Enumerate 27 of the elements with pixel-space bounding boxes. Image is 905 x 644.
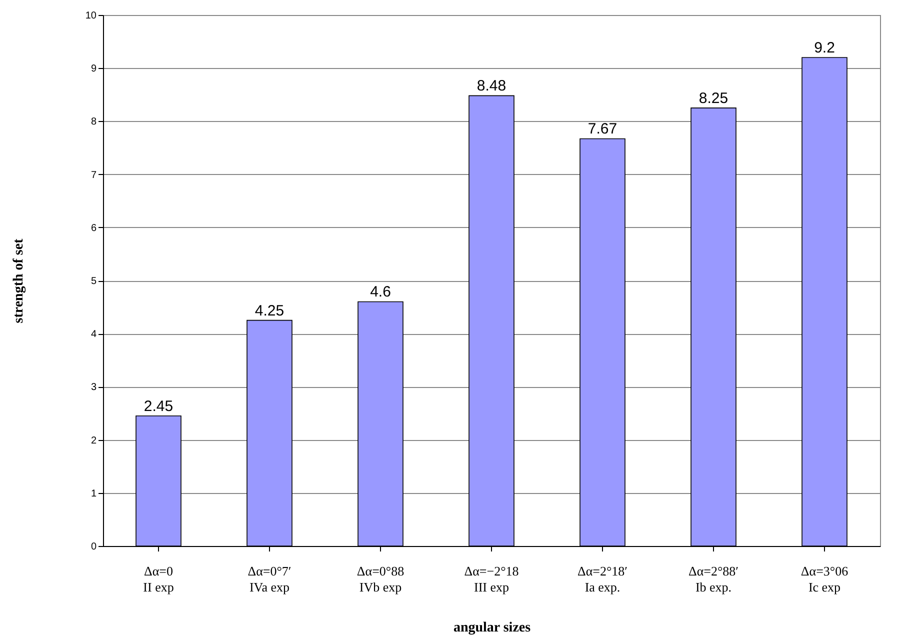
x-tick-label: Δα=2°18′ Ia exp. — [577, 564, 628, 594]
x-tick-label: Δα=2°88′ Ib exp. — [688, 564, 739, 594]
y-tick-label: 1 — [90, 488, 97, 500]
data-label: 8.48 — [476, 78, 506, 95]
y-tick-label: 9 — [90, 64, 97, 75]
x-tick-label: Δα=0°7′ IVa exp — [248, 564, 292, 594]
y-tick-label: 6 — [90, 222, 97, 234]
data-label: 7.67 — [588, 120, 618, 138]
y-tick-label: 0 — [90, 542, 97, 552]
y-axis-title: strength of set — [11, 238, 26, 324]
data-label: 8.25 — [698, 90, 728, 107]
data-label: 4.25 — [254, 302, 284, 320]
x-tick-label: Δα=0 II exp — [143, 564, 174, 594]
y-tick-label: 4 — [90, 329, 97, 340]
data-label: 2.45 — [144, 398, 174, 415]
x-tick-label: Δα=−2°18 III exp — [464, 564, 519, 594]
y-tick-label: 7 — [90, 170, 97, 181]
y-tick-label: 8 — [90, 116, 97, 128]
x-tick-label: Δα=0°88 IVb exp — [356, 564, 404, 594]
x-tick-label: Δα=3°06 Ic exp — [800, 564, 849, 594]
y-tick-label: 5 — [90, 276, 97, 287]
data-label: 9.2 — [814, 39, 835, 56]
x-axis-title: angular sizes — [453, 620, 532, 636]
data-label: 4.6 — [370, 284, 391, 301]
y-tick-label: 2 — [90, 435, 97, 446]
y-tick-label: 3 — [90, 382, 97, 394]
y-tick-label: 10 — [85, 10, 97, 22]
